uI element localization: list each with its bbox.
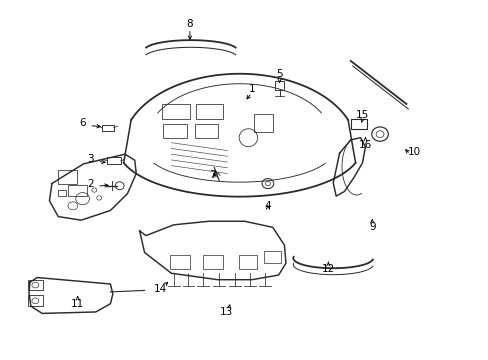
Text: 7: 7 — [209, 170, 216, 180]
Text: 5: 5 — [276, 69, 283, 79]
Bar — [58, 170, 77, 184]
Bar — [274, 81, 284, 90]
Text: 11: 11 — [71, 299, 84, 309]
Bar — [68, 185, 87, 196]
Bar — [238, 255, 257, 269]
Bar — [28, 280, 42, 291]
Bar — [102, 125, 114, 131]
Bar — [203, 255, 222, 269]
Text: 16: 16 — [358, 140, 371, 150]
Bar — [350, 119, 366, 129]
Bar — [107, 157, 121, 164]
Text: 3: 3 — [87, 154, 94, 164]
Text: 12: 12 — [321, 264, 334, 274]
Text: 10: 10 — [407, 147, 420, 157]
Bar — [58, 190, 66, 196]
Bar — [161, 104, 189, 119]
Text: 2: 2 — [87, 179, 94, 189]
Text: 9: 9 — [368, 222, 375, 232]
Text: 6: 6 — [79, 118, 86, 128]
Bar — [170, 255, 189, 269]
Text: 4: 4 — [264, 201, 271, 211]
Text: 15: 15 — [355, 110, 368, 120]
Text: 8: 8 — [186, 19, 193, 29]
Bar — [264, 251, 281, 263]
Bar — [195, 104, 222, 119]
Bar — [194, 124, 218, 138]
Bar — [254, 114, 272, 132]
Text: 13: 13 — [219, 307, 232, 317]
Bar — [162, 124, 186, 138]
Text: 1: 1 — [248, 84, 255, 94]
Bar — [28, 296, 42, 306]
Text: 14: 14 — [154, 284, 167, 294]
